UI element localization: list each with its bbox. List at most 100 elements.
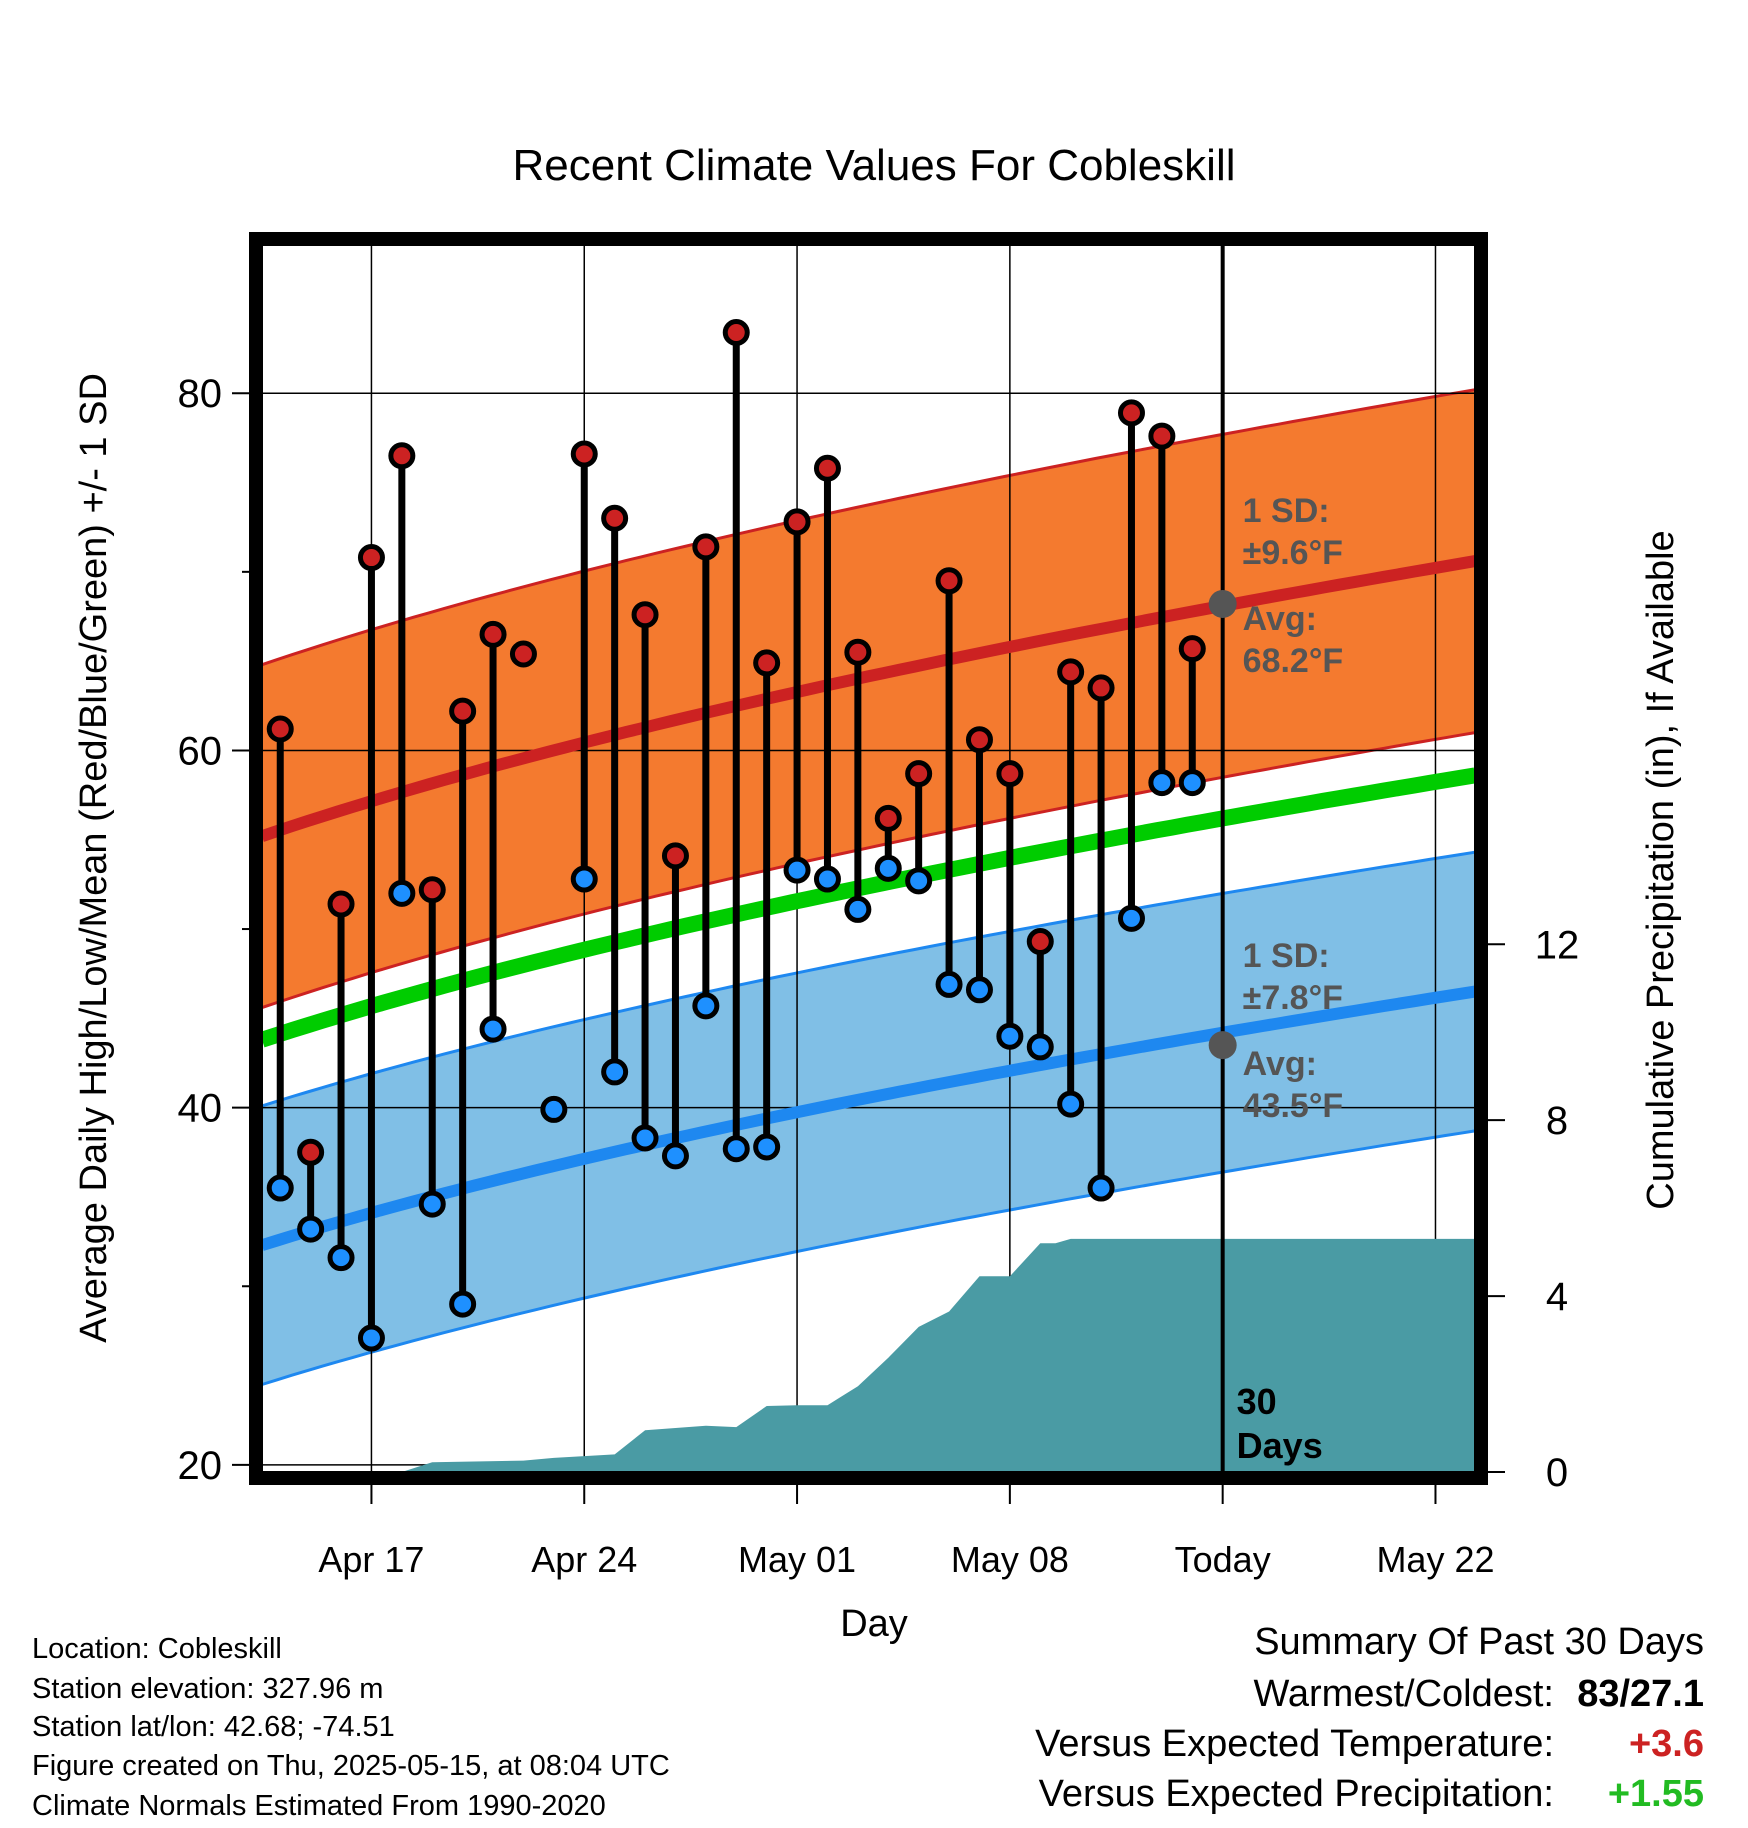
obs-high-point	[874, 804, 902, 832]
obs-low-point	[601, 1058, 629, 1086]
obs-day-apr-20	[449, 697, 477, 1318]
obs-low-point	[418, 1190, 446, 1218]
obs-high-point	[1117, 399, 1145, 427]
days-word-label: Days	[1237, 1425, 1323, 1466]
obs-high-point	[449, 697, 477, 725]
y-right-tick-label: 0	[1546, 1451, 1568, 1495]
obs-low-point	[327, 1244, 355, 1272]
obs-low-point	[783, 856, 811, 884]
obs-high-point	[692, 533, 720, 561]
obs-high-point	[1178, 635, 1206, 663]
obs-low-point	[266, 1174, 294, 1202]
y-left-tick-label: 60	[178, 729, 223, 773]
obs-day-apr-15	[297, 1138, 325, 1243]
obs-high-point	[570, 440, 598, 468]
today-low-avg-marker	[1208, 1031, 1237, 1060]
obs-low-point	[905, 867, 933, 895]
obs-day-apr-30	[753, 649, 781, 1161]
high-avg-label: Avg:	[1243, 600, 1317, 638]
obs-low-point	[479, 1015, 507, 1043]
obs-high-point	[935, 567, 963, 595]
summary-temp-value: +3.6	[1628, 1723, 1704, 1765]
obs-high-point	[601, 504, 629, 532]
obs-high-point	[418, 876, 446, 904]
obs-low-point	[753, 1133, 781, 1161]
y-axis-right-label: Cumulative Precipitation (in), If Availa…	[1640, 530, 1682, 1209]
obs-day-may-07	[965, 726, 993, 1004]
obs-low-point	[388, 879, 416, 907]
obs-low-point	[996, 1022, 1024, 1050]
summary-precip-label: Versus Expected Precipitation:	[1038, 1773, 1554, 1815]
obs-day-apr-23	[540, 1095, 568, 1123]
x-tick-label: May 01	[738, 1539, 856, 1580]
x-tick-label: Today	[1175, 1539, 1271, 1580]
obs-low-point	[722, 1135, 750, 1163]
obs-low-point	[1178, 769, 1206, 797]
summary-warmest-label: Warmest/Coldest:	[1253, 1673, 1554, 1715]
high-avg-value: 68.2°F	[1243, 642, 1344, 680]
y-axis-left-label: Average Daily High/Low/Mean (Red/Blue/Gr…	[73, 373, 115, 1343]
days-count-label: 30	[1237, 1381, 1277, 1422]
y-right-tick-label: 4	[1546, 1275, 1568, 1319]
obs-high-point	[783, 508, 811, 536]
obs-high-point	[996, 760, 1024, 788]
low-sd-label: 1 SD:	[1243, 937, 1330, 975]
y-left-tick-label: 80	[178, 372, 223, 416]
obs-day-apr-17	[357, 544, 385, 1352]
footer-elevation: Station elevation: 327.96 m	[32, 1673, 384, 1705]
obs-day-may-08	[996, 760, 1024, 1050]
obs-high-point	[1148, 422, 1176, 450]
obs-day-may-10	[1057, 658, 1085, 1118]
obs-day-may-05	[905, 760, 933, 895]
obs-high-point	[1057, 658, 1085, 686]
today-high-avg-marker	[1208, 589, 1237, 618]
obs-day-may-04	[874, 804, 902, 882]
obs-low-point	[874, 854, 902, 882]
x-tick-label: Apr 24	[531, 1539, 637, 1580]
obs-low-point	[449, 1290, 477, 1318]
summary-warmest-row: Warmest/Coldest: 83/27.1	[1253, 1673, 1704, 1716]
obs-low-point	[965, 976, 993, 1004]
footer-location: Location: Cobleskill	[32, 1633, 282, 1665]
summary-precip-row: Versus Expected Precipitation: +1.55	[1039, 1773, 1704, 1816]
summary-warmest-value: 83/27.1	[1577, 1673, 1704, 1715]
obs-low-point	[844, 895, 872, 923]
obs-high-point	[357, 544, 385, 572]
high-sd-band	[262, 389, 1475, 1008]
obs-low-point	[570, 865, 598, 893]
obs-high-point	[1026, 928, 1054, 956]
summary-temp-row: Versus Expected Temperature: +3.6	[1035, 1723, 1704, 1766]
obs-day-apr-21	[479, 620, 507, 1043]
obs-day-apr-28	[692, 533, 720, 1020]
footer-latlon: Station lat/lon: 42.68; -74.51	[32, 1711, 395, 1743]
obs-day-apr-22	[509, 640, 537, 668]
low-avg-value: 43.5°F	[1243, 1087, 1344, 1125]
obs-high-point	[631, 601, 659, 629]
obs-high-point	[661, 842, 689, 870]
low-sd-band	[262, 852, 1475, 1385]
obs-low-point	[631, 1124, 659, 1152]
obs-low-point	[935, 970, 963, 998]
plot-frame	[249, 232, 1488, 1485]
low-sd-value: ±7.8°F	[1243, 979, 1343, 1017]
obs-high-point	[965, 726, 993, 754]
obs-high-point	[509, 640, 537, 668]
summary-temp-label: Versus Expected Temperature:	[1035, 1723, 1554, 1765]
obs-high-point	[297, 1138, 325, 1166]
obs-day-may-02	[813, 454, 841, 893]
obs-day-apr-24	[570, 440, 598, 893]
obs-day-apr-25	[601, 504, 629, 1086]
x-tick-label: May 08	[951, 1539, 1069, 1580]
obs-low-point	[1117, 904, 1145, 932]
obs-low-point	[692, 992, 720, 1020]
obs-day-apr-26	[631, 601, 659, 1152]
x-tick-label: May 22	[1376, 1539, 1494, 1580]
obs-low-point	[1026, 1033, 1054, 1061]
obs-day-may-12	[1117, 399, 1145, 932]
obs-high-point	[722, 319, 750, 347]
obs-high-point	[753, 649, 781, 677]
summary-precip-value: +1.55	[1607, 1773, 1704, 1815]
obs-low-point	[540, 1095, 568, 1123]
obs-low-point	[357, 1324, 385, 1352]
